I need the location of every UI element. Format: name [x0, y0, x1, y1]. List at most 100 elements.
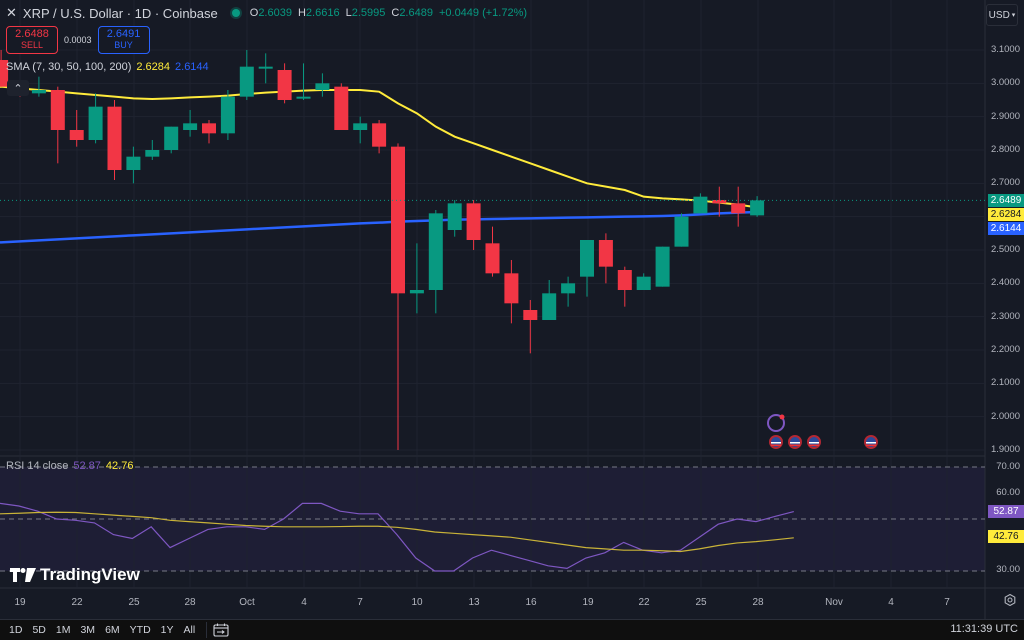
candle-body	[107, 106, 122, 170]
candle-body	[655, 246, 670, 287]
price-tick: 2.7000	[990, 177, 1020, 189]
candle-body	[126, 156, 141, 170]
symbol-title[interactable]: XRP / U.S. Dollar · 1D · Coinbase	[22, 5, 218, 21]
spread-value: 0.0003	[64, 35, 92, 45]
time-tick: 22	[638, 597, 650, 608]
range-6m[interactable]: 6M	[105, 624, 120, 636]
time-tick: 13	[468, 597, 480, 608]
candle-body	[466, 203, 481, 240]
sma-label: SMA (7, 30, 50, 100, 200)	[6, 61, 132, 73]
rsi-legend[interactable]: RSI 14 close 52.87 42.76	[6, 460, 133, 472]
candle-body	[523, 309, 538, 320]
trade-panel: 2.6488 SELL 0.0003 2.6491 BUY	[6, 26, 150, 54]
range-3m[interactable]: 3M	[80, 624, 96, 636]
time-tick: 7	[944, 597, 950, 608]
calendar-goto-icon[interactable]	[213, 623, 229, 637]
buy-label: BUY	[114, 40, 133, 50]
price-tick: 3.1000	[990, 44, 1020, 55]
clock[interactable]: 11:31:39 UTC	[950, 623, 1018, 635]
price-tick: 2.5000	[990, 243, 1020, 255]
price-tick: 2.3000	[990, 310, 1020, 322]
candle-body	[542, 293, 557, 320]
price-tick: 2.4000	[990, 277, 1020, 289]
rsi-label: RSI 14 close	[6, 460, 69, 472]
rsi-price-label: 52.87	[988, 505, 1024, 518]
candle-body	[145, 149, 160, 157]
rsi-ma-price-label: 42.76	[988, 530, 1024, 543]
range-1d[interactable]: 1D	[9, 624, 23, 636]
price-tick: 3.0000	[990, 77, 1020, 89]
economic-event-flag-icon	[790, 442, 800, 444]
sell-button[interactable]: 2.6488 SELL	[6, 26, 58, 54]
candle-body	[296, 96, 311, 99]
tradingview-logo[interactable]: TradingView	[10, 565, 140, 585]
buy-price: 2.6491	[106, 28, 141, 40]
rsi-ma-value: 42.76	[105, 460, 134, 472]
time-tick: 4	[301, 597, 307, 608]
candle-body	[750, 200, 765, 216]
candle-body	[69, 129, 84, 140]
economic-event-flag-icon	[866, 444, 876, 446]
candle-body	[50, 89, 65, 130]
sma-value-yellow: 2.6284	[136, 61, 171, 73]
logo-text: TradingView	[40, 565, 140, 584]
economic-event-flag-icon	[771, 444, 781, 446]
price-tick: 2.2000	[990, 343, 1020, 355]
bottom-toolbar: 1D 5D 1M 3M 6M YTD 1Y All 11:31:39 UTC	[0, 619, 1024, 640]
candle-body	[561, 283, 576, 294]
time-tick: 25	[128, 597, 140, 608]
sma-yellow-price-label: 2.6284	[988, 208, 1024, 221]
candle-body	[391, 146, 405, 294]
price-tick: 2.9000	[990, 110, 1020, 122]
sma-blue-line	[0, 210, 758, 245]
sma-blue-price-label: 2.6144	[988, 222, 1024, 235]
candle-body	[334, 86, 349, 130]
settings-icon[interactable]	[1004, 594, 1016, 606]
candle-body	[617, 269, 632, 290]
buy-button[interactable]: 2.6491 BUY	[97, 26, 150, 54]
range-1m[interactable]: 1M	[55, 624, 71, 636]
candle-body	[372, 123, 387, 147]
time-tick: 25	[695, 597, 707, 608]
range-1y[interactable]: 1Y	[160, 624, 174, 636]
candle-body	[504, 273, 519, 304]
candle-body	[277, 69, 292, 100]
rsi-line	[0, 502, 794, 572]
sma-value-blue: 2.6144	[175, 61, 209, 73]
economic-event-flag-icon	[790, 444, 800, 446]
sma-legend[interactable]: SMA (7, 30, 50, 100, 200) 2.6284 2.6144	[6, 61, 209, 73]
time-tick: 19	[582, 597, 594, 608]
change-value: +0.0449 (+1.72%)	[438, 7, 528, 19]
price-tick: 2.1000	[990, 377, 1020, 389]
economic-event-flag-icon	[809, 442, 819, 444]
price-tick: 2.0000	[990, 410, 1020, 422]
time-tick: 10	[411, 597, 423, 608]
time-tick: 7	[357, 597, 363, 608]
last-price-label: 2.6489	[988, 194, 1024, 207]
x-icon[interactable]: ✕	[6, 5, 17, 20]
chevron-down-icon: ▾	[1011, 12, 1016, 19]
candle-body	[31, 89, 46, 94]
range-all[interactable]: All	[183, 624, 196, 636]
rsi-value: 52.87	[73, 460, 101, 472]
currency-label: USD	[988, 9, 1010, 21]
candle-body	[353, 123, 368, 130]
candle-body	[88, 106, 103, 140]
candle-body	[0, 59, 9, 87]
chevron-up-icon[interactable]: ⌃	[7, 80, 29, 96]
time-tick: Oct	[239, 597, 255, 608]
candle-body	[674, 216, 689, 247]
time-tick: Nov	[825, 597, 843, 608]
candle-body	[202, 123, 216, 134]
currency-selector[interactable]: USD ▾	[986, 4, 1018, 26]
rsi-tick-60: 60.00	[996, 487, 1020, 498]
candle-body	[731, 203, 746, 214]
market-status-icon	[231, 9, 240, 17]
rsi-ma-line	[0, 511, 794, 553]
candle-body	[183, 123, 198, 130]
range-5d[interactable]: 5D	[32, 624, 46, 636]
economic-event-flag-icon	[866, 442, 876, 444]
time-tick: 16	[525, 597, 537, 608]
range-ytd[interactable]: YTD	[129, 624, 151, 636]
